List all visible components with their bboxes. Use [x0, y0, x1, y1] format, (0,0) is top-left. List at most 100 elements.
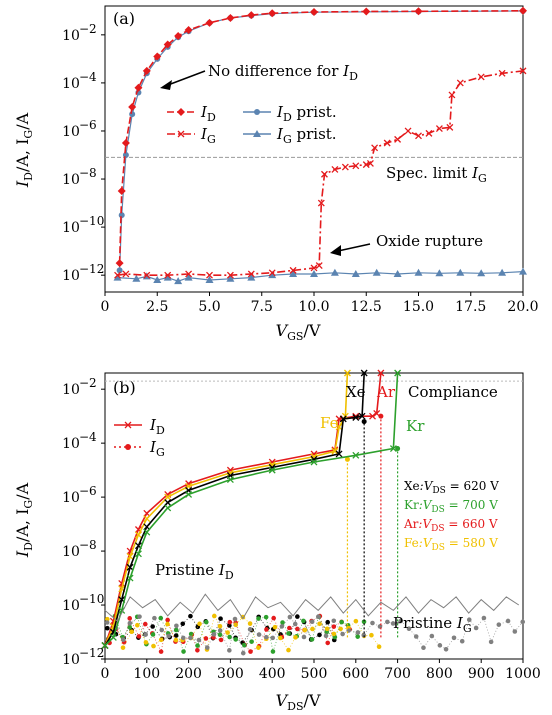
gate-current-point	[370, 620, 375, 626]
label-pristine-id: Pristine ID	[155, 561, 234, 582]
annotation-spec-limit: Spec. limit IG	[386, 164, 487, 185]
legend-label: IG	[200, 125, 216, 146]
data-point	[134, 550, 142, 558]
gate-current-point	[181, 649, 186, 654]
gate-current-point	[301, 634, 307, 640]
data-point	[352, 451, 360, 459]
data-point	[268, 269, 276, 277]
data-point	[362, 161, 370, 169]
gate-current-point	[256, 645, 261, 650]
panel-a: (a) 0 2.5 5.0 7.5 10.0 12.5 15.0 17.5 20.0 10 −12…	[13, 5, 539, 343]
gate-current-line	[107, 614, 365, 654]
x-tick-label: 15.0	[403, 299, 434, 315]
data-point	[446, 123, 454, 131]
x-tick-label: 0	[101, 666, 110, 682]
data-point	[205, 275, 214, 283]
gate-current-point	[247, 627, 253, 632]
gate-current-point	[203, 619, 209, 625]
gate-current-point	[309, 637, 315, 642]
data-point	[132, 274, 141, 282]
data-point	[352, 414, 360, 421]
y-tick-label: 10	[62, 124, 80, 140]
data-point	[330, 268, 339, 276]
label-fe: Fe	[320, 414, 339, 432]
data-point	[184, 273, 193, 281]
gate-current-point	[227, 619, 233, 625]
gate-current-point	[248, 649, 253, 654]
y-tick-exponent: −8	[79, 166, 97, 180]
data-point	[117, 187, 126, 196]
gate-current-point	[158, 615, 164, 621]
gate-current-point	[377, 624, 383, 629]
data-point	[289, 266, 297, 274]
data-point	[519, 6, 527, 15]
gate-current-point	[195, 647, 200, 653]
data-point	[335, 450, 343, 458]
gate-current-point	[264, 627, 269, 632]
data-point	[477, 73, 485, 81]
data-point	[289, 269, 298, 277]
gate-current-line	[107, 614, 380, 651]
data-point	[143, 509, 151, 517]
data-point	[142, 66, 151, 75]
gate-current-point	[376, 644, 382, 650]
data-point	[268, 9, 277, 18]
data-point	[226, 14, 235, 23]
data-point	[339, 415, 347, 423]
data-point	[115, 259, 124, 268]
data-point	[101, 642, 109, 649]
data-point	[335, 423, 343, 431]
data-point	[126, 574, 134, 582]
x-tick-label: 800	[426, 666, 453, 682]
data-point	[351, 269, 360, 277]
data-point	[415, 132, 422, 140]
series-line-3	[104, 372, 399, 647]
gate-current-point	[173, 637, 179, 643]
y-tick-exponent: −2	[79, 376, 97, 390]
gate-breakdown-point	[361, 419, 367, 425]
data-point	[310, 264, 318, 272]
gate-current-point	[247, 621, 253, 626]
y-axis-label-b: ID/A, IG/A	[13, 482, 35, 558]
y-tick-label: 10	[62, 382, 80, 398]
gate-breakdown-point	[395, 446, 401, 452]
gate-current-point	[339, 619, 344, 625]
gate-current-point	[263, 634, 269, 640]
data-point	[226, 271, 234, 279]
legend-label: ID	[149, 416, 165, 437]
gate-current-point	[355, 630, 361, 635]
gate-current-point	[331, 618, 337, 624]
legend-marker	[254, 109, 260, 115]
legend-label: IG prist.	[276, 125, 337, 146]
x-tick-label: 400	[259, 666, 286, 682]
data-point	[163, 40, 172, 49]
gate-current-point	[142, 621, 148, 627]
x-tick-label: 600	[342, 666, 369, 682]
data-point	[122, 270, 130, 278]
y-tick-exponent: −12	[79, 646, 104, 660]
gate-breakdown-point	[344, 456, 350, 462]
label-ar: Ar	[376, 383, 396, 401]
x-tick-label: 1000	[505, 666, 541, 682]
y-tick-exponent: −10	[79, 592, 104, 606]
gate-current-point	[271, 615, 276, 621]
x-tick-label: 5.0	[198, 299, 220, 315]
data-point	[116, 267, 123, 274]
gate-current-point	[152, 615, 157, 621]
gate-current-point	[256, 632, 262, 637]
y-tick-exponent: −4	[79, 430, 97, 444]
gate-current-point	[129, 629, 135, 634]
series-line-0	[118, 10, 524, 264]
data-point	[383, 139, 391, 147]
data-point	[268, 466, 276, 474]
data-point	[358, 412, 366, 420]
data-point	[456, 79, 464, 87]
data-point	[174, 32, 183, 41]
data-point	[164, 493, 172, 501]
gate-current-point	[505, 618, 511, 624]
series-line-0	[104, 372, 382, 646]
data-point	[247, 273, 256, 281]
gate-current-point	[325, 640, 331, 646]
data-point	[174, 277, 183, 285]
